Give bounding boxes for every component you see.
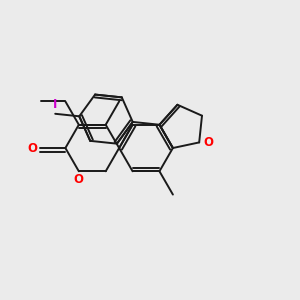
Text: O: O xyxy=(27,142,37,154)
Text: O: O xyxy=(203,136,213,149)
Text: I: I xyxy=(53,98,57,111)
Text: O: O xyxy=(74,173,84,186)
